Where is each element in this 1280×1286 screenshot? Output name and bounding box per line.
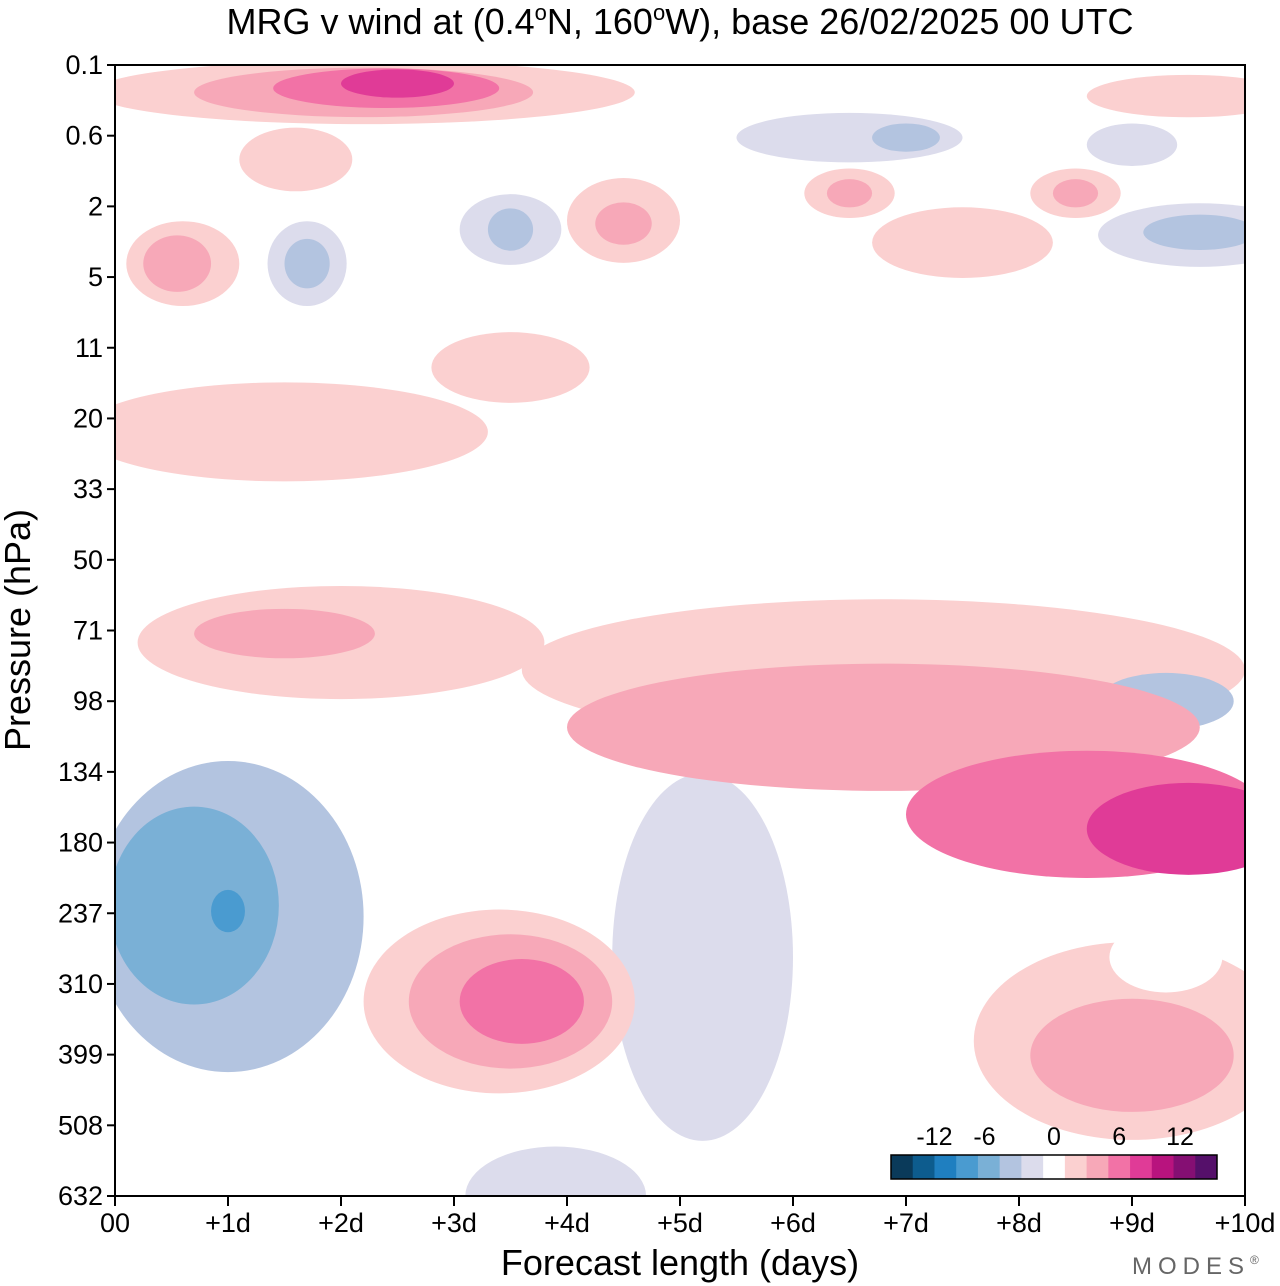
contour-region xyxy=(465,1146,647,1196)
degree-mark: o xyxy=(653,0,665,25)
modes-watermark: MODES® xyxy=(1132,1253,1265,1280)
colorbar-swatch xyxy=(1064,1155,1088,1179)
contour-region xyxy=(1086,782,1245,875)
y-tick-label: 0.1 xyxy=(65,50,103,80)
x-tick-label: +7d xyxy=(883,1208,929,1238)
colorbar-swatch xyxy=(1021,1155,1044,1179)
y-tick-label: 2 xyxy=(88,191,103,221)
contour-region xyxy=(1143,214,1245,250)
colorbar-swatch xyxy=(1151,1155,1175,1179)
y-tick-label: 632 xyxy=(58,1181,103,1211)
y-tick-label: 5 xyxy=(88,262,103,292)
contour-region xyxy=(194,608,375,659)
colorbar-tick-label: 6 xyxy=(1112,1123,1126,1151)
y-tick-label: 180 xyxy=(58,828,103,858)
colorbar-swatch xyxy=(999,1155,1022,1179)
y-tick-label: 310 xyxy=(58,969,103,999)
contour-region xyxy=(872,123,940,152)
colorbar-swatch xyxy=(1043,1155,1066,1179)
x-tick-label: 00 xyxy=(100,1208,130,1238)
contour-region xyxy=(211,889,245,933)
contour-region xyxy=(431,332,590,403)
y-tick-label: 237 xyxy=(58,898,103,928)
contour-region xyxy=(1086,123,1178,166)
x-tick-label: +8d xyxy=(996,1208,1042,1238)
y-tick-label: 11 xyxy=(75,333,103,363)
x-tick-label: +5d xyxy=(657,1208,703,1238)
y-tick-label: 134 xyxy=(58,757,103,787)
y-tick-label: 50 xyxy=(73,545,103,575)
colorbar-swatch xyxy=(934,1155,957,1179)
colorbar-frame xyxy=(890,1154,1218,1180)
x-tick-label: +3d xyxy=(431,1208,477,1238)
x-axis-label: Forecast length (days) xyxy=(501,1242,859,1283)
x-tick-label: +2d xyxy=(318,1208,364,1238)
y-tick-label: 399 xyxy=(58,1040,103,1070)
colorbar-swatch xyxy=(1130,1155,1153,1179)
x-tick-label: +1d xyxy=(205,1208,251,1238)
x-axis: 00 +1d +2d +3d +4d +5d +6d +7d +8d +9d +10d xyxy=(100,1196,1275,1238)
contour-region xyxy=(341,69,454,98)
contour-region xyxy=(612,773,793,1141)
x-tick-label: +9d xyxy=(1109,1208,1155,1238)
contour-region xyxy=(1052,179,1099,208)
colorbar-swatch xyxy=(977,1155,1001,1179)
y-tick-label: 98 xyxy=(73,686,103,716)
y-axis: 0.1 0.6 2 5 11 20 33 50 71 98 134 180 237 310 399 508 63… xyxy=(58,50,115,1211)
contour-region xyxy=(826,179,873,208)
contour-region xyxy=(595,202,652,245)
y-tick-label: 71 xyxy=(73,616,103,646)
colorbar-tick-label: -6 xyxy=(973,1123,995,1151)
contour-region xyxy=(872,207,1053,278)
contour-region xyxy=(115,806,279,1005)
y-tick-label: 508 xyxy=(58,1110,103,1140)
y-tick-label: 20 xyxy=(73,403,103,433)
colorbar-tick-label: -12 xyxy=(916,1123,952,1151)
colorbar: -12 -6 0 6 12 xyxy=(890,1123,1218,1180)
y-tick-label: 0.6 xyxy=(65,121,103,151)
colorbar-swatch xyxy=(1086,1155,1109,1179)
contour-region xyxy=(1030,998,1234,1112)
contour-region xyxy=(487,208,534,251)
colorbar-swatch xyxy=(912,1155,935,1179)
y-tick-label: 33 xyxy=(73,474,103,504)
degree-mark: o xyxy=(535,0,547,25)
contour-region xyxy=(1086,74,1245,118)
contour-region xyxy=(115,382,488,482)
contour-region xyxy=(143,235,212,292)
y-axis-label: Pressure (hPa) xyxy=(0,509,38,751)
colorbar-tick-label: 12 xyxy=(1166,1123,1194,1151)
x-tick-label: +10d xyxy=(1215,1208,1276,1238)
contour-region xyxy=(1109,921,1223,993)
colorbar-swatch xyxy=(956,1155,979,1179)
contour-region xyxy=(284,238,330,289)
x-tick-label: +4d xyxy=(544,1208,590,1238)
colorbar-swatch xyxy=(1173,1155,1196,1179)
wind-field xyxy=(115,65,1245,1196)
chart-title: MRG v wind at (0.4oN, 160oW), base 26/02… xyxy=(227,0,1134,42)
colorbar-swatch xyxy=(1195,1155,1218,1179)
colorbar-tick-label: 0 xyxy=(1047,1123,1061,1151)
colorbar-swatch xyxy=(891,1155,914,1179)
contour-region xyxy=(239,127,353,192)
contour-region xyxy=(459,959,584,1044)
x-tick-label: +6d xyxy=(770,1208,816,1238)
colorbar-swatch xyxy=(1108,1155,1131,1179)
